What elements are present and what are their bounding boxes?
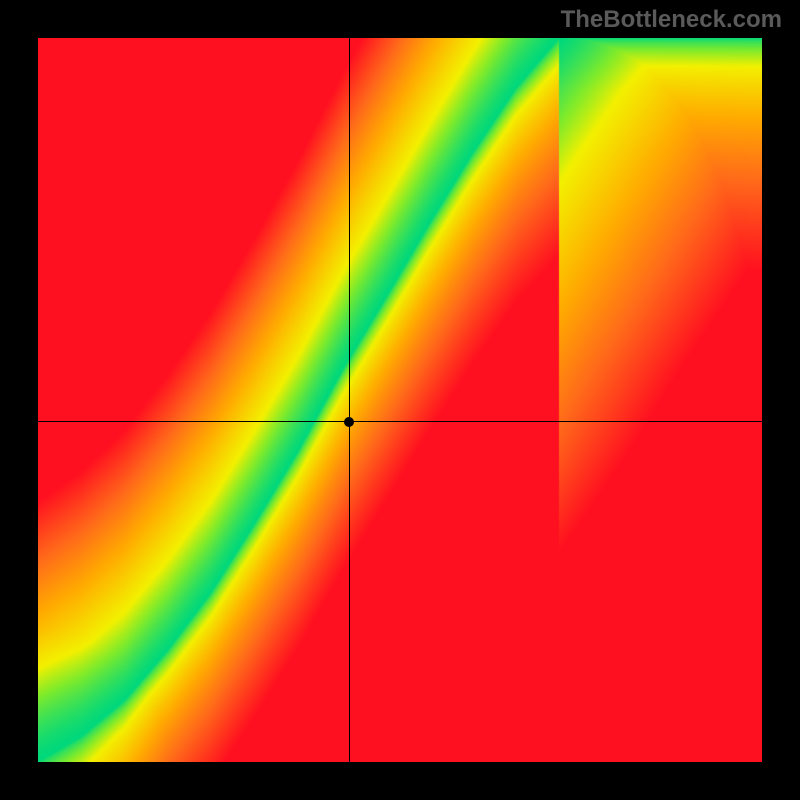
crosshair-horizontal bbox=[38, 421, 762, 422]
watermark-text: TheBottleneck.com bbox=[561, 6, 782, 34]
chart-container: { "meta": { "watermark_text": "TheBottle… bbox=[0, 0, 800, 800]
crosshair-vertical bbox=[349, 38, 350, 762]
bottleneck-heatmap bbox=[38, 38, 762, 762]
crosshair-dot bbox=[344, 417, 354, 427]
